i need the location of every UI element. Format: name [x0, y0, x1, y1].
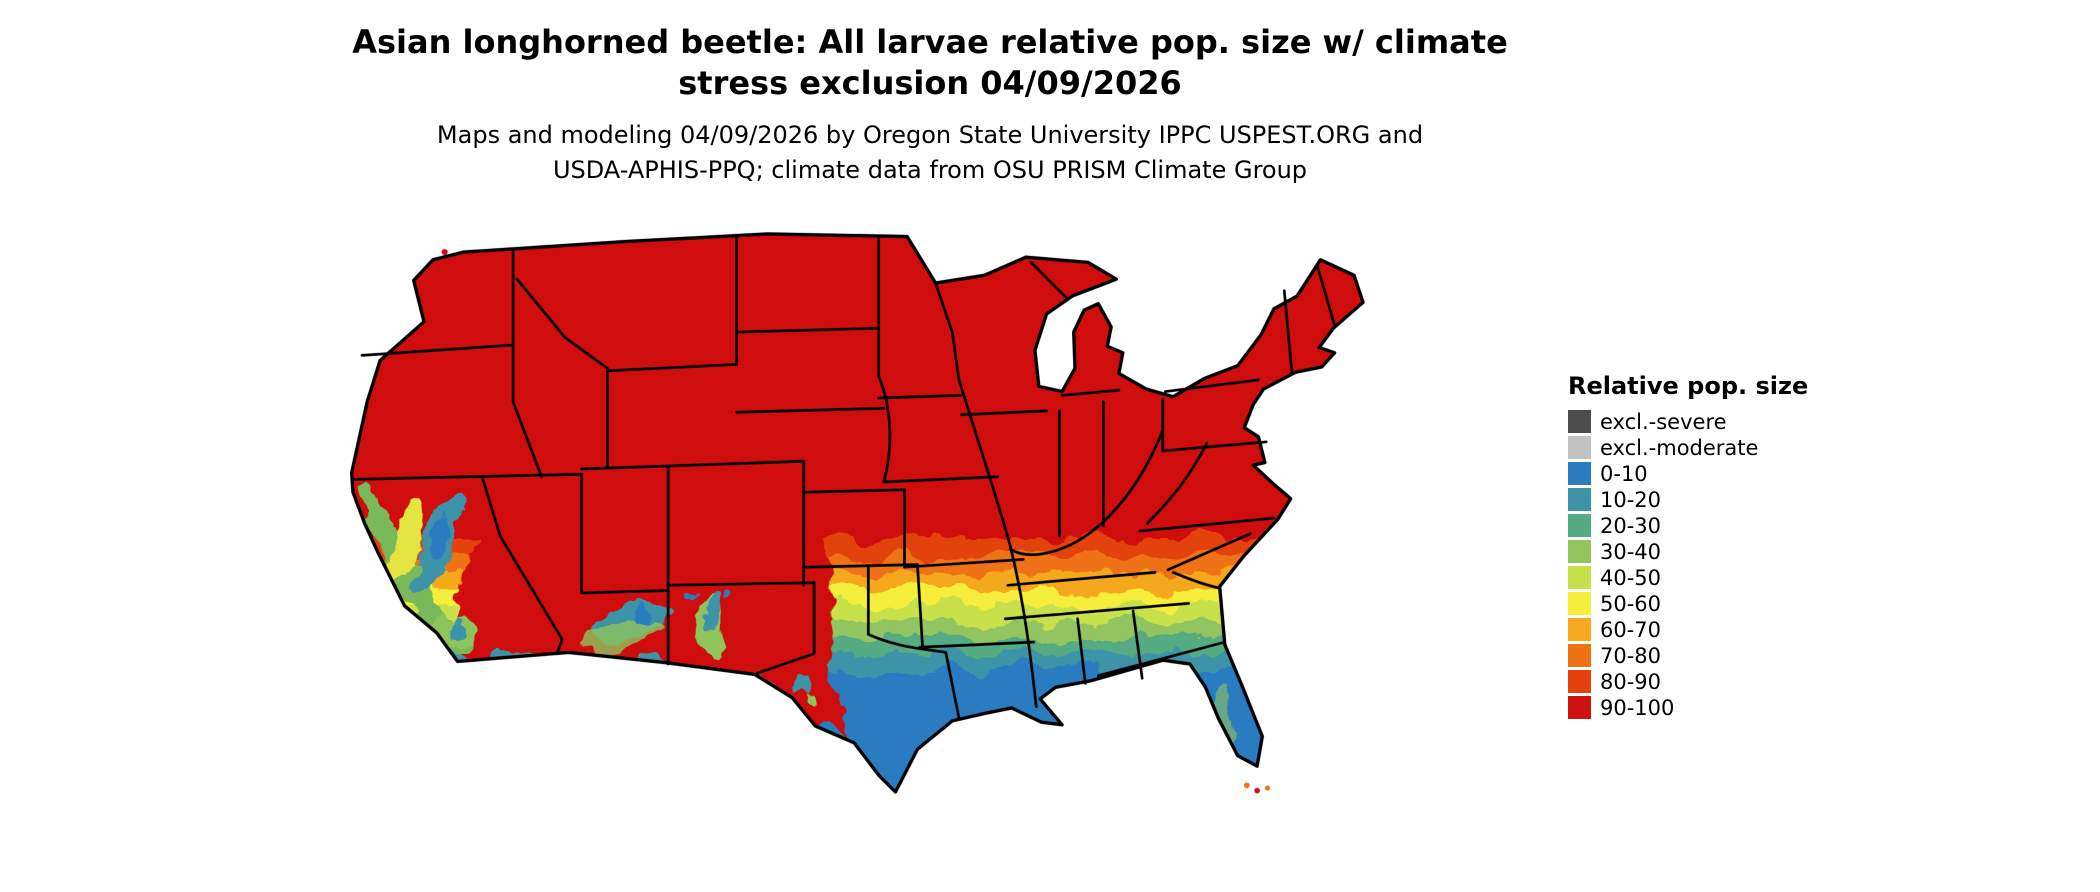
map-subtitle: Maps and modeling 04/09/2026 by Oregon S…: [436, 121, 1424, 184]
legend-entry: 40-50: [1568, 565, 1808, 590]
legend-label: 0-10: [1600, 461, 1648, 486]
legend-label: excl.-moderate: [1600, 435, 1759, 460]
legend-swatch: [1568, 410, 1591, 433]
legend-swatch: [1568, 644, 1591, 667]
us-map-container: [300, 208, 1540, 858]
arizona-blue: [637, 602, 656, 621]
legend-entry: 0-10: [1568, 461, 1808, 486]
sierra-blue: [426, 512, 453, 571]
legend-label: 60-70: [1600, 617, 1662, 642]
legend-entry: excl.-severe: [1568, 409, 1808, 434]
westtexas-teal: [793, 680, 809, 697]
legend-entry: 90-100: [1568, 695, 1808, 720]
legend-swatch: [1568, 488, 1591, 511]
legend-swatch: [1568, 618, 1591, 641]
legend-entry: 10-20: [1568, 487, 1808, 512]
legend-label: 40-50: [1600, 565, 1662, 590]
socal-teal: [444, 616, 461, 632]
legend-swatch: [1568, 696, 1591, 719]
legend-label: 10-20: [1600, 487, 1662, 512]
legend-entry: 20-30: [1568, 513, 1808, 538]
legend-swatch: [1568, 592, 1591, 615]
population-raster: [351, 233, 1364, 792]
legend-swatch: [1568, 462, 1591, 485]
newmexico-teal: [705, 593, 722, 630]
island-specks: [431, 248, 1271, 794]
legend-entry: 60-70: [1568, 617, 1808, 642]
legend-swatch: [1568, 514, 1591, 537]
florida-green: [1211, 682, 1238, 755]
legend-entry: 70-80: [1568, 643, 1808, 668]
legend-entry: excl.-moderate: [1568, 435, 1808, 460]
legend-swatch: [1568, 436, 1591, 459]
rockies-blue-spot: [721, 587, 732, 599]
legend-entry: 30-40: [1568, 539, 1808, 564]
legend-label: 80-90: [1600, 669, 1662, 694]
legend-label: 90-100: [1600, 695, 1675, 720]
legend-entry: 80-90: [1568, 669, 1808, 694]
state-borders: [351, 235, 1336, 719]
legend-label: 20-30: [1600, 513, 1662, 538]
legend-swatch: [1568, 670, 1591, 693]
legend: Relative pop. size excl.-severe excl.-mo…: [1568, 372, 1808, 722]
legend-title: Relative pop. size: [1568, 372, 1809, 400]
legend-label: excl.-severe: [1600, 409, 1727, 434]
map-title: Asian longhorned beetle: All larvae rela…: [352, 23, 1508, 102]
legend-swatch: [1568, 540, 1591, 563]
legend-label: 50-60: [1600, 591, 1662, 616]
central-valley-yellow: [386, 496, 426, 586]
legend-entry: 50-60: [1568, 591, 1808, 616]
westtexas-green: [805, 692, 818, 706]
rockies-blue-spot: [684, 590, 696, 601]
us-outline: [349, 232, 1365, 794]
legend-label: 70-80: [1600, 643, 1662, 668]
arizona-green: [580, 617, 661, 651]
california-coast-green: [356, 481, 471, 657]
legend-label: 30-40: [1600, 539, 1662, 564]
legend-swatch: [1568, 566, 1591, 589]
us-choropleth-map: [349, 232, 1365, 794]
